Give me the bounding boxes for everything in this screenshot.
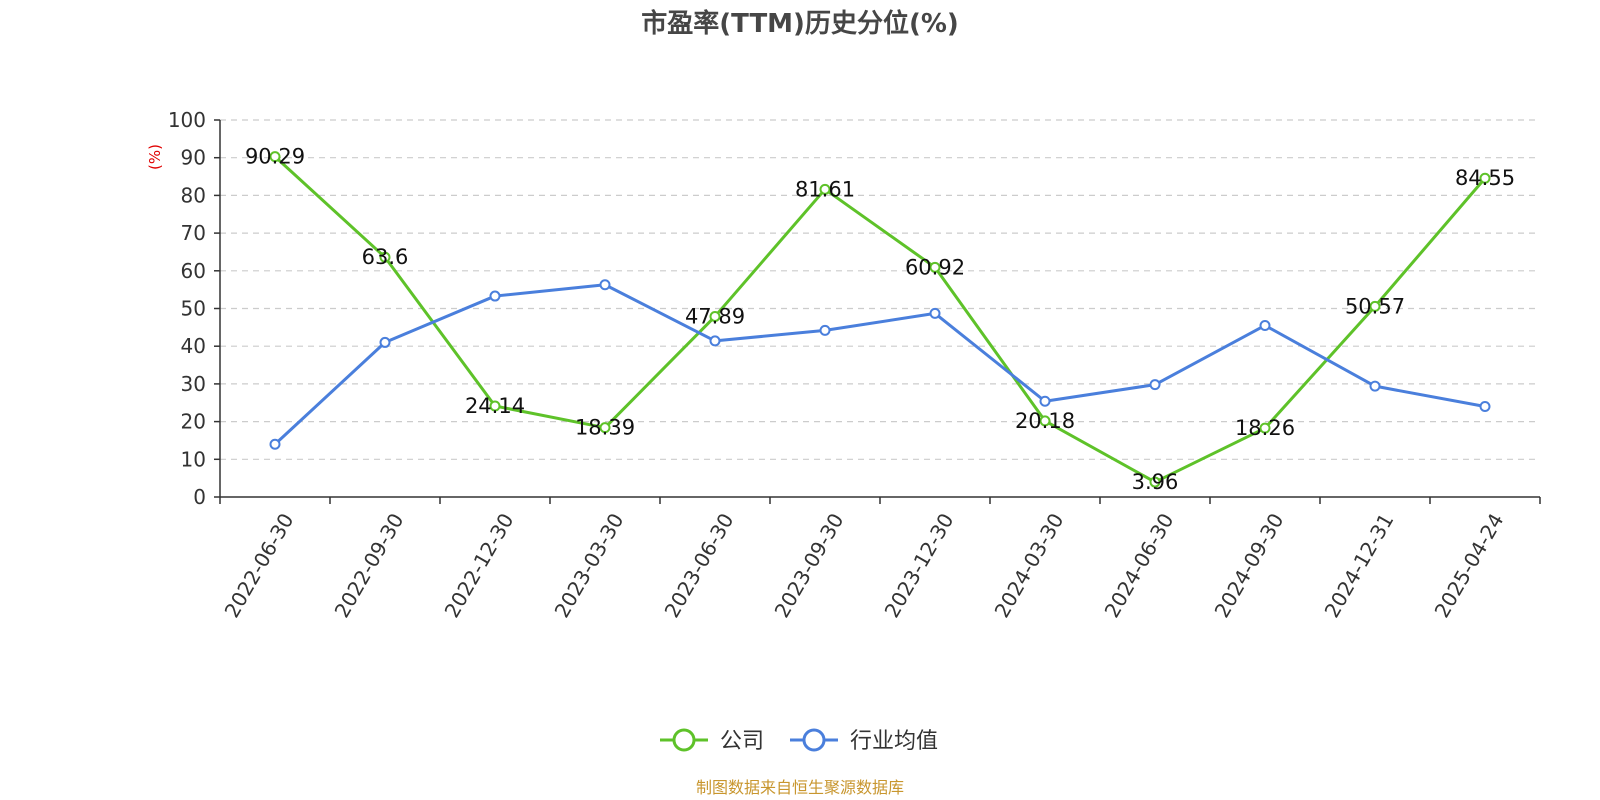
y-tick-label: 10 — [181, 447, 206, 471]
data-point-company — [1039, 415, 1051, 427]
data-label: 50.57 — [1345, 294, 1405, 318]
data-label: 81.61 — [795, 177, 855, 201]
data-point-company — [1479, 172, 1491, 184]
data-point-company — [1149, 476, 1161, 488]
x-tick-label: 2022-09-30 — [330, 509, 409, 622]
x-tick-label: 2023-09-30 — [770, 509, 849, 622]
y-tick-label: 30 — [181, 372, 206, 396]
y-tick-label: 80 — [181, 183, 206, 207]
y-tick-label: 50 — [181, 297, 206, 321]
data-point-industry-avg — [379, 336, 391, 348]
source-note: 制图数据来自恒生聚源数据库 — [696, 778, 904, 797]
y-tick-label: 0 — [193, 485, 206, 509]
data-point-industry-avg — [269, 438, 281, 450]
data-point-industry-avg — [709, 335, 721, 347]
data-label: 90.29 — [245, 145, 305, 169]
x-tick-label: 2023-06-30 — [660, 509, 739, 622]
legend-item-industry-avg[interactable]: 行业均值 — [790, 728, 938, 754]
data-label: 24.14 — [465, 394, 525, 418]
legend-industry-swatch-marker — [802, 728, 826, 752]
grid-layer — [220, 119, 1540, 460]
data-point-company — [709, 310, 721, 322]
y-tick-label: 40 — [181, 334, 206, 358]
data-point-company — [599, 422, 611, 434]
data-point-company — [1259, 422, 1271, 434]
data-label: 18.39 — [575, 416, 635, 440]
x-tick-label: 2023-12-30 — [880, 509, 959, 622]
data-point-industry-avg — [819, 324, 831, 336]
data-label: 3.96 — [1132, 470, 1179, 494]
x-tick-label: 2024-03-30 — [990, 509, 1069, 622]
y-tick-label: 70 — [181, 221, 206, 245]
x-tick-label: 2022-06-30 — [220, 509, 299, 622]
legend-industry-label: 行业均值 — [850, 729, 938, 754]
x-tick-label: 2025-04-24 — [1430, 509, 1509, 622]
data-label-layer: 90.29 63.6 24.14 18.39 47.89 81.61 60.92 20.18 3… — [245, 145, 1515, 494]
data-label: 20.18 — [1015, 409, 1075, 433]
data-point-company — [929, 261, 941, 273]
legend-company-swatch-marker — [672, 728, 696, 752]
data-point-industry-avg — [1369, 380, 1381, 392]
data-label: 84.55 — [1455, 166, 1515, 190]
data-label: 60.92 — [905, 255, 965, 279]
data-point-company — [489, 400, 501, 412]
y-tick-label: 20 — [181, 410, 206, 434]
y-tick-label: 60 — [181, 259, 206, 283]
series-layer — [269, 151, 1491, 488]
data-label: 18.26 — [1235, 416, 1295, 440]
data-point-company — [1369, 300, 1381, 312]
series-line-industry-avg — [273, 283, 1486, 446]
data-point-company — [269, 151, 281, 163]
series-line-company — [273, 155, 1487, 484]
data-point-industry-avg — [489, 290, 501, 302]
x-tick-label: 2024-06-30 — [1100, 509, 1179, 622]
data-point-industry-avg — [1259, 319, 1271, 331]
data-point-industry-avg — [929, 307, 941, 319]
x-tick-label: 2024-09-30 — [1210, 509, 1289, 622]
data-point-industry-avg — [1149, 379, 1161, 391]
data-label: 63.6 — [362, 245, 409, 269]
y-axis-label: (%) — [146, 144, 164, 170]
y-tick-label: 90 — [181, 146, 206, 170]
data-point-industry-avg — [1039, 395, 1051, 407]
data-label: 47.89 — [685, 304, 745, 328]
x-tick-label: 2024-12-31 — [1320, 509, 1399, 622]
x-tick-label: 2023-03-30 — [550, 509, 629, 622]
legend: 公司 行业均值 — [660, 728, 938, 754]
data-point-industry-avg — [1479, 401, 1491, 413]
legend-item-company[interactable]: 公司 — [660, 728, 764, 754]
x-tick-label: 2022-12-30 — [440, 509, 519, 622]
chart-title: 市盈率(TTM)历史分位(%) — [641, 8, 959, 39]
legend-company-label: 公司 — [720, 729, 764, 754]
data-point-company — [379, 251, 391, 263]
y-tick-label: 100 — [168, 108, 206, 132]
data-point-company — [819, 183, 831, 195]
data-point-industry-avg — [599, 279, 611, 291]
